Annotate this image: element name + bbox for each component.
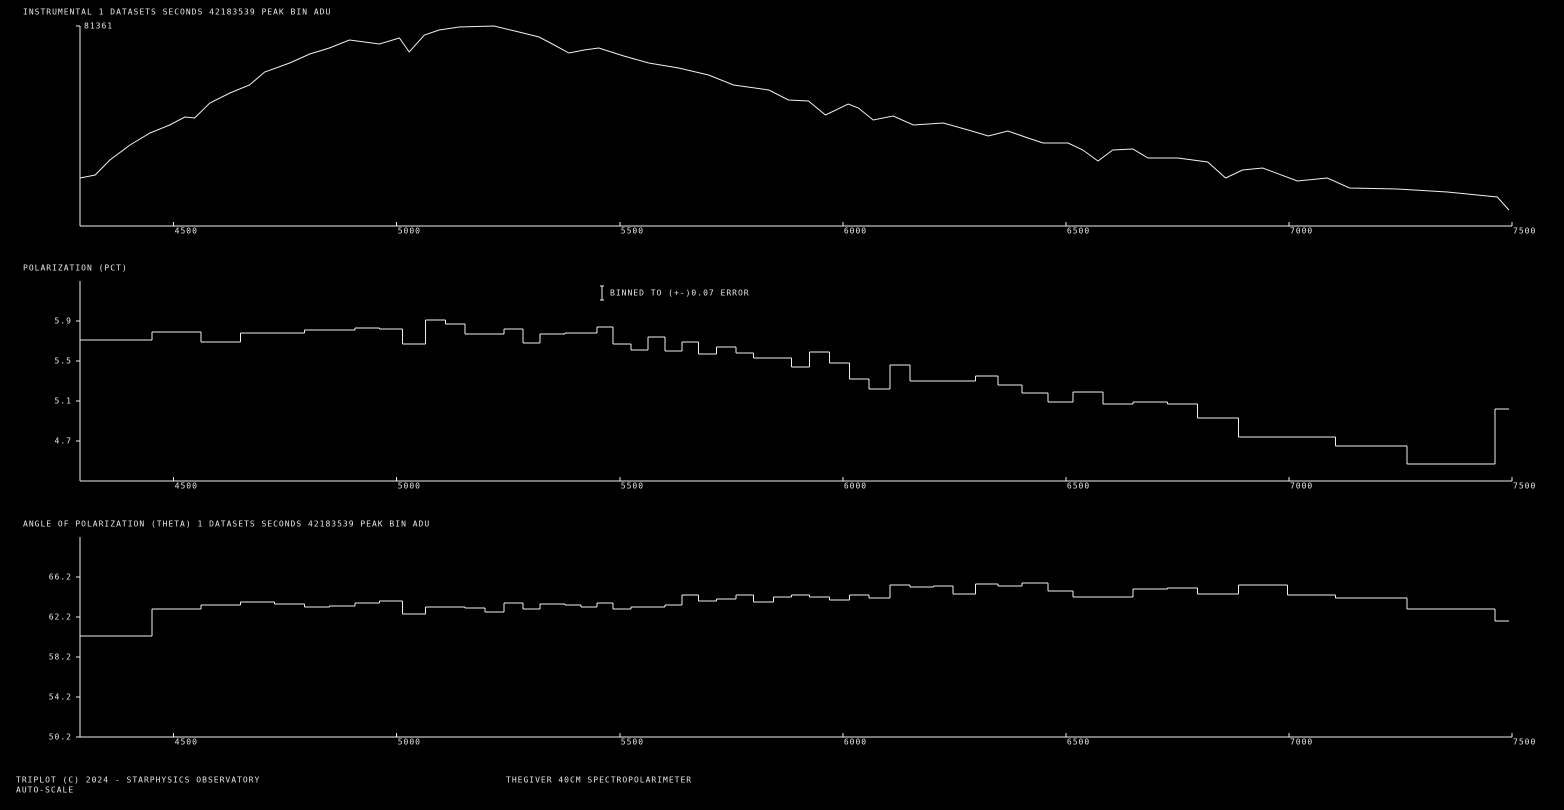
y-tick-label: 66.2 xyxy=(49,573,72,582)
x-tick-label: 4500 xyxy=(175,227,198,236)
annotation: BINNED TO (+-)0.07 ERROR xyxy=(610,289,750,298)
panel-title: POLARIZATION (PCT) xyxy=(23,264,128,273)
x-tick-label: 7000 xyxy=(1290,482,1313,491)
x-tick-label: 7500 xyxy=(1513,738,1536,747)
footer-mode: AUTO-SCALE xyxy=(16,786,74,795)
spectrum-line xyxy=(79,25,1510,211)
panel-title: ANGLE OF POLARIZATION (THETA) 1 DATASETS… xyxy=(23,520,430,529)
y-tick-label: 5.5 xyxy=(55,357,72,366)
x-tick-label: 7000 xyxy=(1290,738,1313,747)
x-tick-label: 6500 xyxy=(1067,738,1090,747)
y-tick-label: 4.7 xyxy=(55,437,72,446)
x-tick-label: 7500 xyxy=(1513,227,1536,236)
x-tick-label: 5500 xyxy=(621,738,644,747)
x-tick-label: 5000 xyxy=(398,482,421,491)
x-tick-label: 5000 xyxy=(398,227,421,236)
y-tick-label: 54.2 xyxy=(49,693,72,702)
y-tick-label: 81361 xyxy=(84,22,113,31)
x-tick-label: 6000 xyxy=(844,738,867,747)
footer-instrument: THEGIVER 40CM SPECTROPOLARIMETER xyxy=(506,776,692,785)
x-tick-label: 5000 xyxy=(398,738,421,747)
x-tick-label: 5500 xyxy=(621,227,644,236)
panel-title: INSTRUMENTAL 1 DATASETS SECONDS 42183539… xyxy=(23,8,331,17)
y-tick-label: 58.2 xyxy=(49,653,72,662)
y-tick-label: 62.2 xyxy=(49,613,72,622)
x-tick-label: 7000 xyxy=(1290,227,1313,236)
x-tick-label: 6000 xyxy=(844,482,867,491)
y-tick-label: 5.9 xyxy=(55,317,72,326)
x-tick-label: 6500 xyxy=(1067,482,1090,491)
x-tick-label: 4500 xyxy=(175,482,198,491)
x-tick-label: 7500 xyxy=(1513,482,1536,491)
x-tick-label: 5500 xyxy=(621,482,644,491)
y-tick-label: 5.1 xyxy=(55,397,72,406)
y-tick-label: 50.2 xyxy=(49,733,72,742)
footer-credit: TRIPLOT (C) 2024 - STARPHYSICS OBSERVATO… xyxy=(16,776,260,785)
x-tick-label: 4500 xyxy=(175,738,198,747)
x-tick-label: 6500 xyxy=(1067,227,1090,236)
x-tick-label: 6000 xyxy=(844,227,867,236)
